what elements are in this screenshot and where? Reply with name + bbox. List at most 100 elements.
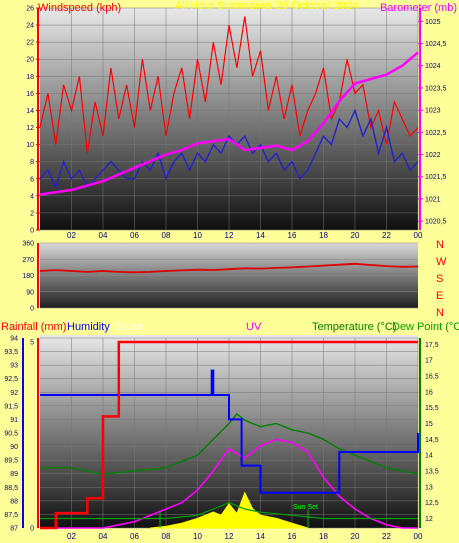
chart1-x-tick-label: 12 xyxy=(225,231,234,240)
chart1-left-tick-label: 14 xyxy=(26,108,34,115)
chart1-x-tick-label: 04 xyxy=(99,231,108,240)
chart1-right-tick-label: 1024 xyxy=(425,63,441,70)
chart1-left-tick-label: 22 xyxy=(26,40,34,47)
chart1-x-tick-label: 02 xyxy=(67,231,76,240)
chart1-left-tick-label: 12 xyxy=(26,125,34,132)
humidity-tick-label: 89 xyxy=(10,471,18,478)
temperature-label: Temperature (°C) xyxy=(312,321,396,333)
chart1-x-ticks: 02 04 06 08 10 12 14 16 18 20 22 00 xyxy=(67,231,423,240)
chart1-right-ticks: 1020,5 1021 1021,5 1022 1022,5 1023 1023,5 1024… xyxy=(418,8,447,230)
chart3-x-tick-label: 20 xyxy=(351,532,360,541)
chart1-left-tick-label: 16 xyxy=(26,91,34,98)
chart3-x-tick-label: 12 xyxy=(225,532,234,541)
humidity-tick-label: 92,5 xyxy=(4,376,18,383)
chart1-x-tick-label: 20 xyxy=(351,231,360,240)
chart1-x-tick-label: 18 xyxy=(319,231,328,240)
temperature-tick-label: 14 xyxy=(425,453,433,460)
temperature-tick-label: 12,5 xyxy=(425,500,439,507)
humidity-tick-label: 89,5 xyxy=(4,458,18,465)
compass-letter: N xyxy=(436,239,444,251)
temperature-tick-label: 15,5 xyxy=(425,405,439,412)
temperature-tick-label: 17,5 xyxy=(425,342,439,349)
chart1-right-label: Barometer (mb) xyxy=(380,2,457,14)
chart1-right-tick-label: 1021 xyxy=(425,196,441,203)
humidity-ticks: 87 87,5 88 88,5 89 89,5 90 90,5 91 91,5 92 92,5 93 93… xyxy=(4,336,24,533)
rainfall-label: Rainfall (mm) xyxy=(1,321,66,333)
chart3-x-tick-label: 22 xyxy=(382,532,391,541)
chart3-x-tick-label: 02 xyxy=(67,532,76,541)
rainfall-series xyxy=(40,340,418,530)
chart1-left-tick-label: 0 xyxy=(30,228,34,235)
rainfall-tick-label: 0 xyxy=(30,526,34,533)
temperature-tick-label: 14,5 xyxy=(425,437,439,444)
compass-letter: N xyxy=(436,307,444,319)
temperature-tick-label: 16 xyxy=(425,389,433,396)
humidity-tick-label: 90 xyxy=(10,444,18,451)
chart1-grid xyxy=(40,7,419,231)
chart1-left-tick-label: 10 xyxy=(26,142,34,149)
uv-series xyxy=(40,438,418,529)
chart1-right-tick-label: 1025 xyxy=(425,19,441,26)
temperature-tick-label: 12 xyxy=(425,516,433,523)
sunset-label: Sun Set xyxy=(293,504,318,511)
chart1-right-tick-label: 1022,5 xyxy=(425,130,447,137)
chart3-x-tick-label: 08 xyxy=(162,532,171,541)
temperature-tick-label: 13 xyxy=(425,484,433,491)
temperature-tick-label: 15 xyxy=(425,421,433,428)
chart2-tick-label: 0 xyxy=(30,306,34,313)
chart1-right-tick-label: 1024,5 xyxy=(425,41,447,48)
chart1-left-tick-label: 24 xyxy=(26,23,34,30)
humidity-tick-label: 88 xyxy=(10,498,18,505)
humidity-tick-label: 90,5 xyxy=(4,431,18,438)
chart3-x-ticks: 02 04 06 08 10 12 14 16 18 20 22 00 xyxy=(67,532,423,541)
chart1-title: All Hour Summaries 26 October 2024 xyxy=(175,0,358,12)
compass-letter: W xyxy=(436,256,447,268)
temperature-tick-label: 13,5 xyxy=(425,469,439,476)
chart2-tick-label: 270 xyxy=(22,257,34,264)
chart3-x-tick-label: 06 xyxy=(130,532,139,541)
chart3-x-tick-label: 00 xyxy=(414,532,423,541)
chart1-x-tick-label: 16 xyxy=(288,231,297,240)
chart1-right-tick-label: 1020,5 xyxy=(425,219,447,226)
chart1-x-tick-label: 00 xyxy=(414,231,423,240)
uv-label: UV xyxy=(246,321,262,333)
chart2-tick-label: 90 xyxy=(26,289,34,296)
chart2-y-ticks: 0 90 180 270 360 xyxy=(22,241,39,313)
chart3-x-tick-label: 18 xyxy=(319,532,328,541)
solar-label: Solar xyxy=(117,321,143,333)
chart1-left-tick-label: 26 xyxy=(26,6,34,13)
dew-point-series xyxy=(40,502,418,520)
humidity-tick-label: 94 xyxy=(10,336,18,343)
temperature-tick-label: 17 xyxy=(425,358,433,365)
chart1-right-tick-label: 1022 xyxy=(425,152,441,159)
dew-point-label: Dew Point (°C) xyxy=(392,321,459,333)
temperature-ticks: 12 12,5 13 13,5 14 14,5 15 15,5 16 16,5 17 17,5 xyxy=(419,338,439,528)
chart3-x-tick-label: 14 xyxy=(256,532,265,541)
chart1-x-tick-label: 08 xyxy=(162,231,171,240)
humidity-tick-label: 92 xyxy=(10,390,18,397)
humidity-tick-label: 91 xyxy=(10,417,18,424)
chart1-left-tick-label: 2 xyxy=(30,210,34,217)
chart1-x-tick-label: 10 xyxy=(193,231,202,240)
chart2-tick-label: 360 xyxy=(22,241,34,248)
chart1-right-tick-label: 1023,5 xyxy=(425,85,447,92)
chart1-left-tick-label: 8 xyxy=(30,159,34,166)
humidity-tick-label: 87,5 xyxy=(4,512,18,519)
temperature-tick-label: 16,5 xyxy=(425,374,439,381)
chart1-left-tick-label: 6 xyxy=(30,176,34,183)
humidity-tick-label: 93 xyxy=(10,363,18,370)
chart1-left-tick-label: 20 xyxy=(26,57,34,64)
temperature-series xyxy=(40,413,419,475)
chart1-left-tick-label: 4 xyxy=(30,193,34,200)
compass-letter: E xyxy=(436,290,443,302)
humidity-series xyxy=(40,369,419,494)
humidity-tick-label: 93,5 xyxy=(4,349,18,356)
humidity-tick-label: 87 xyxy=(10,526,18,533)
wind-average-series xyxy=(39,108,419,190)
chart1-left-label: Windspeed (kph) xyxy=(38,2,121,14)
chart2-grid xyxy=(40,242,418,309)
